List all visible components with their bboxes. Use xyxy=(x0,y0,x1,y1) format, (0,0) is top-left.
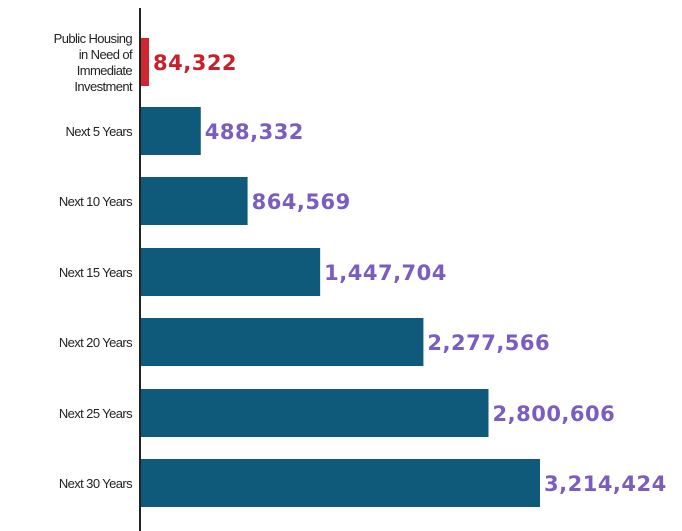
bar-0 xyxy=(140,38,149,86)
category-label-line: in Need of xyxy=(79,47,133,62)
value-label-1: 488,332 xyxy=(205,120,304,144)
bars-group xyxy=(140,38,540,507)
bar-3 xyxy=(140,248,321,296)
bar-2 xyxy=(140,177,248,225)
category-label-2: Next 10 Years xyxy=(59,194,133,209)
category-label-line: Next 20 Years xyxy=(59,335,133,350)
category-label-4: Next 20 Years xyxy=(59,335,133,350)
category-label-0: Public Housing in Need of Immediate Investm… xyxy=(54,31,133,94)
category-label-6: Next 30 Years xyxy=(59,476,133,491)
value-label-6: 3,214,424 xyxy=(544,472,667,496)
category-label-3: Next 15 Years xyxy=(59,265,133,280)
bar-6 xyxy=(140,459,540,507)
value-label-3: 1,447,704 xyxy=(324,261,447,285)
category-label-line: Next 25 Years xyxy=(59,406,133,421)
value-label-2: 864,569 xyxy=(252,190,351,214)
bar-1 xyxy=(140,107,201,155)
category-label-line: Public Housing xyxy=(54,31,133,46)
category-label-line: Next 10 Years xyxy=(59,194,133,209)
bar-5 xyxy=(140,389,489,437)
bar-4 xyxy=(140,318,424,366)
category-label-line: Next 5 Years xyxy=(65,124,133,139)
category-label-line: Immediate xyxy=(77,63,133,78)
category-label-line: Next 30 Years xyxy=(59,476,133,491)
value-label-4: 2,277,566 xyxy=(427,331,550,355)
value-label-5: 2,800,606 xyxy=(493,402,616,426)
category-label-line: Investment xyxy=(74,79,133,94)
category-label-1: Next 5 Years xyxy=(65,124,133,139)
category-labels-group: Public Housing in Need of Immediate Investm… xyxy=(54,31,134,491)
value-labels-group: 84,322 488,332 864,569 1,447,704 2,277,566 2,… xyxy=(153,51,667,496)
category-label-line: Next 15 Years xyxy=(59,265,133,280)
category-label-5: Next 25 Years xyxy=(59,406,133,421)
value-label-0: 84,322 xyxy=(153,51,237,75)
